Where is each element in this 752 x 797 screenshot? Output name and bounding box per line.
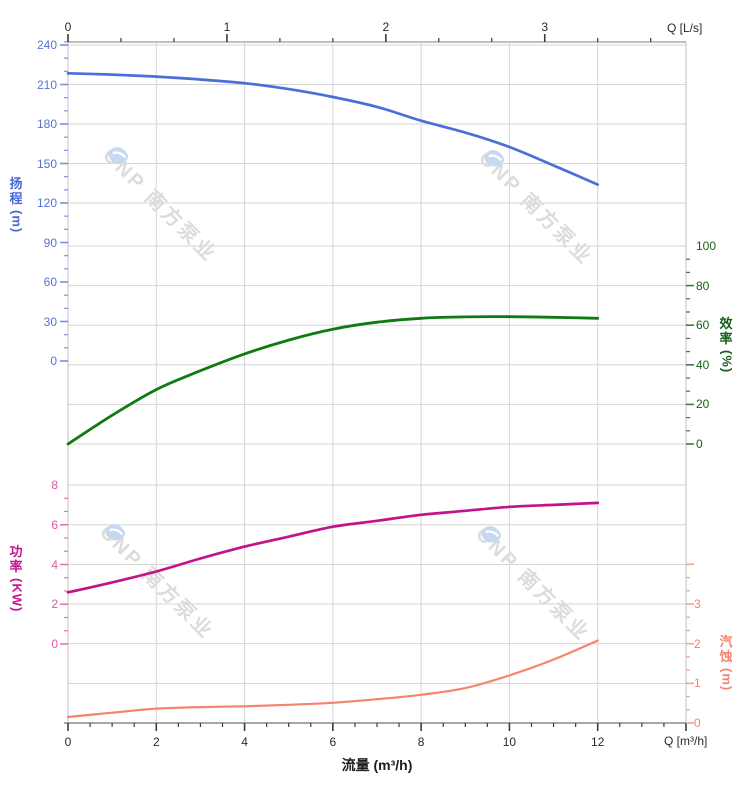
head-axis-tick-label: 90 (43, 235, 57, 250)
head-axis-tick-label: 180 (36, 117, 57, 131)
power-axis-tick-label: 8 (51, 478, 58, 492)
npsh-axis-tick-label: 1 (694, 676, 701, 691)
power-axis-title: 功率 (KW) (4, 544, 30, 612)
npsh-axis-tick-label: 3 (694, 597, 701, 611)
npsh-axis-title: 汽蚀 (m) (714, 634, 740, 691)
bottom-axis-tick-label: 12 (591, 735, 605, 749)
power-axis-tick-label: 0 (51, 637, 58, 651)
head-axis-title-unit: (m) (9, 210, 25, 234)
efficiency-axis-tick-label: 20 (696, 397, 710, 412)
power-axis-tick-label: 4 (51, 557, 58, 572)
bottom-axis-tick-label: 0 (64, 735, 72, 749)
power-axis-title-unit: (KW) (9, 578, 25, 613)
bottom-axis-tick-label: 2 (152, 735, 160, 749)
efficiency-axis-tick-label: 100 (696, 239, 717, 253)
head-curve (66, 71, 600, 186)
efficiency-axis-tick-label: 60 (696, 318, 710, 333)
top-axis-tick-label: 3 (541, 20, 549, 34)
efficiency-axis-tick-label: 0 (696, 437, 703, 451)
npsh-axis-tick-label: 0 (694, 716, 701, 730)
power-axis-title-cn: 功率 (9, 544, 23, 574)
bottom-axis-unit-label: Q [m³/h] (664, 734, 708, 748)
head-axis-tick-label: 120 (36, 196, 57, 210)
head-axis-tick-label: 150 (36, 156, 57, 171)
head-axis-tick-label: 60 (43, 275, 57, 289)
bottom-axis-tick-label: 8 (417, 735, 425, 749)
bottom-axis-tick-label: 10 (502, 735, 517, 749)
head-axis-title: 扬程 (m) (4, 176, 30, 233)
top-axis-tick-label: 1 (223, 20, 231, 34)
bottom-axis-tick-label: 4 (241, 735, 248, 749)
npsh-axis-title-unit: (m) (719, 668, 735, 692)
power-axis-tick-label: 2 (51, 597, 58, 612)
efficiency-axis-tick-label: 40 (696, 357, 710, 372)
efficiency-axis-title: 效率 (%) (714, 316, 740, 373)
top-axis-tick-label: 0 (64, 20, 72, 34)
head-axis-tick-label: 0 (50, 354, 57, 368)
top-axis-unit-label: Q [L/s] (667, 21, 703, 35)
npsh-axis-tick-label: 2 (694, 636, 701, 651)
power-axis-tick-label: 6 (51, 517, 58, 532)
efficiency-axis-title-cn: 效率 (719, 316, 733, 346)
bottom-axis-tick-label: 6 (329, 735, 337, 749)
head-axis-tick-label: 30 (43, 314, 57, 329)
head-axis-tick-label: 210 (36, 77, 57, 92)
power-curve (66, 501, 600, 594)
efficiency-axis-title-unit: (%) (719, 350, 735, 374)
efficiency-curve (66, 315, 600, 446)
head-axis-tick-label: 240 (36, 38, 57, 52)
head-axis-title-cn: 扬程 (9, 176, 23, 206)
npsh-curve (66, 639, 599, 719)
x-axis-title: 流量 (m³/h) (341, 757, 413, 773)
efficiency-axis-tick-label: 80 (696, 278, 710, 293)
top-axis-tick-label: 2 (382, 20, 390, 34)
npsh-axis-title-cn: 汽蚀 (719, 634, 733, 664)
